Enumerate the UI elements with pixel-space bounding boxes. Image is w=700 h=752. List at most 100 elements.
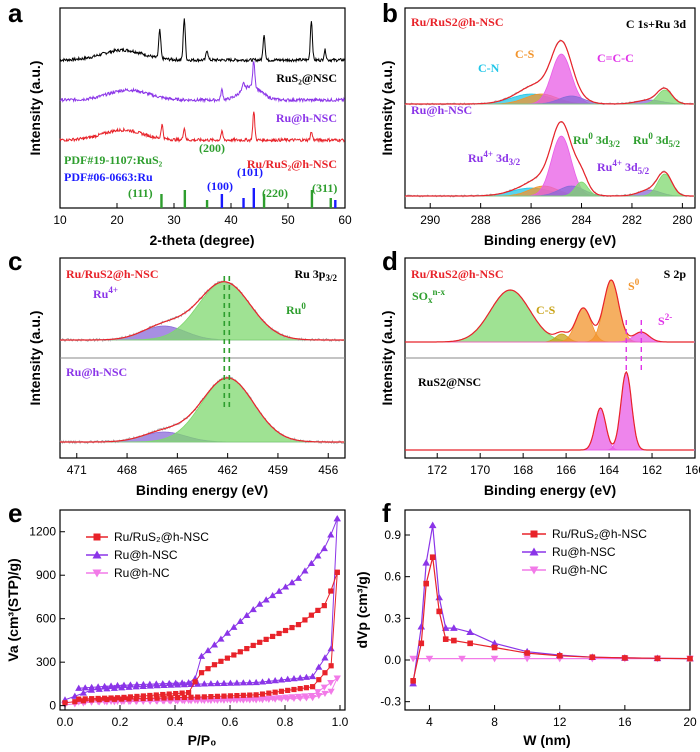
plot-frame-e [59, 509, 346, 711]
data-point-marker [290, 675, 298, 682]
data-point-marker [246, 679, 254, 686]
data-point-marker [301, 567, 309, 574]
ticks-a: 10 20 30 40 50 60 [53, 203, 352, 227]
data-point-marker [281, 694, 290, 701]
data-point-marker [263, 636, 269, 642]
data-point-marker [262, 596, 270, 603]
panel-a: a 10 20 30 40 50 60 2-theta (degree) Intensit… [8, 0, 352, 248]
component-peak [60, 377, 345, 443]
data-point-marker [436, 608, 442, 615]
label-c-ru4: Ru4+ [93, 285, 118, 301]
x-tick-label: 162 [642, 463, 662, 477]
data-point-marker [172, 679, 180, 686]
legend-label: Ru@h-NSC [552, 545, 616, 559]
data-point-marker [308, 612, 314, 618]
data-point-marker [166, 691, 172, 697]
label-b-ru0-32: Ru0 3d3/2 [573, 131, 621, 149]
legend-label: Ru/RuS₂@h-NSC [114, 530, 209, 544]
data-point-marker [275, 695, 283, 702]
xlabel-b: Binding energy (eV) [484, 232, 616, 248]
data-point-marker [237, 649, 243, 655]
x-tick-label: 0.2 [112, 715, 129, 729]
data-point-marker [188, 694, 194, 700]
title-d: S 2p [664, 267, 687, 281]
data-point-marker [114, 695, 121, 701]
label-d-s2: S2- [658, 312, 672, 328]
data-point-marker [524, 650, 530, 656]
data-point-marker [113, 681, 122, 689]
data-point-marker [243, 696, 251, 703]
x-tick-label: 10 [53, 213, 67, 227]
data-point-marker [226, 679, 235, 686]
data-point-marker [247, 692, 253, 698]
data-point-marker [320, 544, 328, 552]
y-tick-label: 0.6 [384, 570, 401, 584]
data-point-marker [223, 629, 231, 636]
sample-label-c-1: Ru@h-NSC [66, 365, 127, 379]
data-point-marker [316, 677, 322, 683]
x-tick-label: 172 [427, 463, 447, 477]
xlabel-f: W (nm) [523, 732, 570, 748]
x-tick-label: 8 [491, 715, 498, 729]
label-b-ru0-52: Ru0 3d5/2 [633, 131, 681, 149]
x-tick-label: 280 [672, 213, 692, 227]
data-point-marker [442, 636, 449, 642]
data-point-marker [327, 688, 335, 695]
data-point-marker [289, 624, 295, 631]
data-point-marker [271, 677, 279, 684]
data-point-marker [302, 673, 311, 680]
fit-envelope [60, 377, 345, 443]
data-point-marker [314, 689, 322, 696]
data-point-marker [185, 679, 193, 686]
panel-e: e 0.0 0.2 0.4 0.6 0.8 1.0 0 300 600 900 1200 Ru/Ru… [5, 498, 349, 748]
data-point-marker [282, 627, 289, 634]
hkl-label-a-2: (100) [207, 179, 233, 193]
hkl-label-a-5: (311) [312, 181, 337, 195]
data-point-marker [240, 692, 246, 698]
ylabel-a: Intensity (a.u.) [27, 61, 43, 156]
x-tick-label: 4 [426, 715, 433, 729]
component-peak [405, 135, 695, 197]
x-tick-label: 288 [471, 213, 491, 227]
data-point-marker [198, 670, 205, 676]
data-point-marker [120, 681, 128, 688]
data-point-marker [307, 692, 315, 700]
x-tick-label: 459 [268, 463, 288, 477]
data-point-marker [230, 623, 238, 630]
label-d-sox: SOxn-x [412, 287, 446, 305]
x-tick-label: 290 [420, 213, 440, 227]
data-point-marker [310, 684, 316, 690]
fit-envelope [405, 39, 694, 105]
label-d-cs: C-S [536, 303, 556, 317]
x-tick-label: 164 [599, 463, 619, 477]
ref-label-a-1: PDF#06-0663:Ru [64, 170, 153, 184]
data-point-marker [213, 679, 222, 687]
data-point-marker [654, 655, 661, 662]
x-tick-label: 170 [470, 463, 490, 477]
data-point-marker [140, 693, 146, 699]
data-point-marker [288, 694, 296, 701]
label-b-ccc: C=C-C [597, 51, 634, 65]
data-point-marker [425, 655, 434, 663]
x-tick-label: 282 [622, 213, 642, 227]
data-point-marker [333, 675, 341, 682]
panel-letter-f: f [382, 498, 391, 528]
data-point-marker [89, 696, 95, 702]
data-point-marker [269, 591, 277, 599]
data-point-marker [154, 695, 160, 701]
label-b-ru4-52: Ru4+ 3d5/2 [597, 158, 650, 176]
y-tick-label: -0.3 [380, 695, 401, 709]
x-tick-label: 30 [167, 213, 181, 227]
title-b: C 1s+Ru 3d [626, 17, 687, 31]
x-tick-label: 468 [117, 463, 137, 477]
ylabel-b: Intensity (a.u.) [379, 61, 395, 156]
sample-label-b-0: Ru/RuS2@h-NSC [411, 15, 504, 29]
data-point-marker [230, 696, 238, 704]
data-point-marker [322, 670, 328, 676]
data-point-marker [159, 680, 167, 687]
data-point-marker [165, 679, 173, 687]
panel-c: c 471 468 465 462 459 456 Binding energy (eV)… [8, 246, 346, 498]
data-point-marker [197, 652, 206, 659]
